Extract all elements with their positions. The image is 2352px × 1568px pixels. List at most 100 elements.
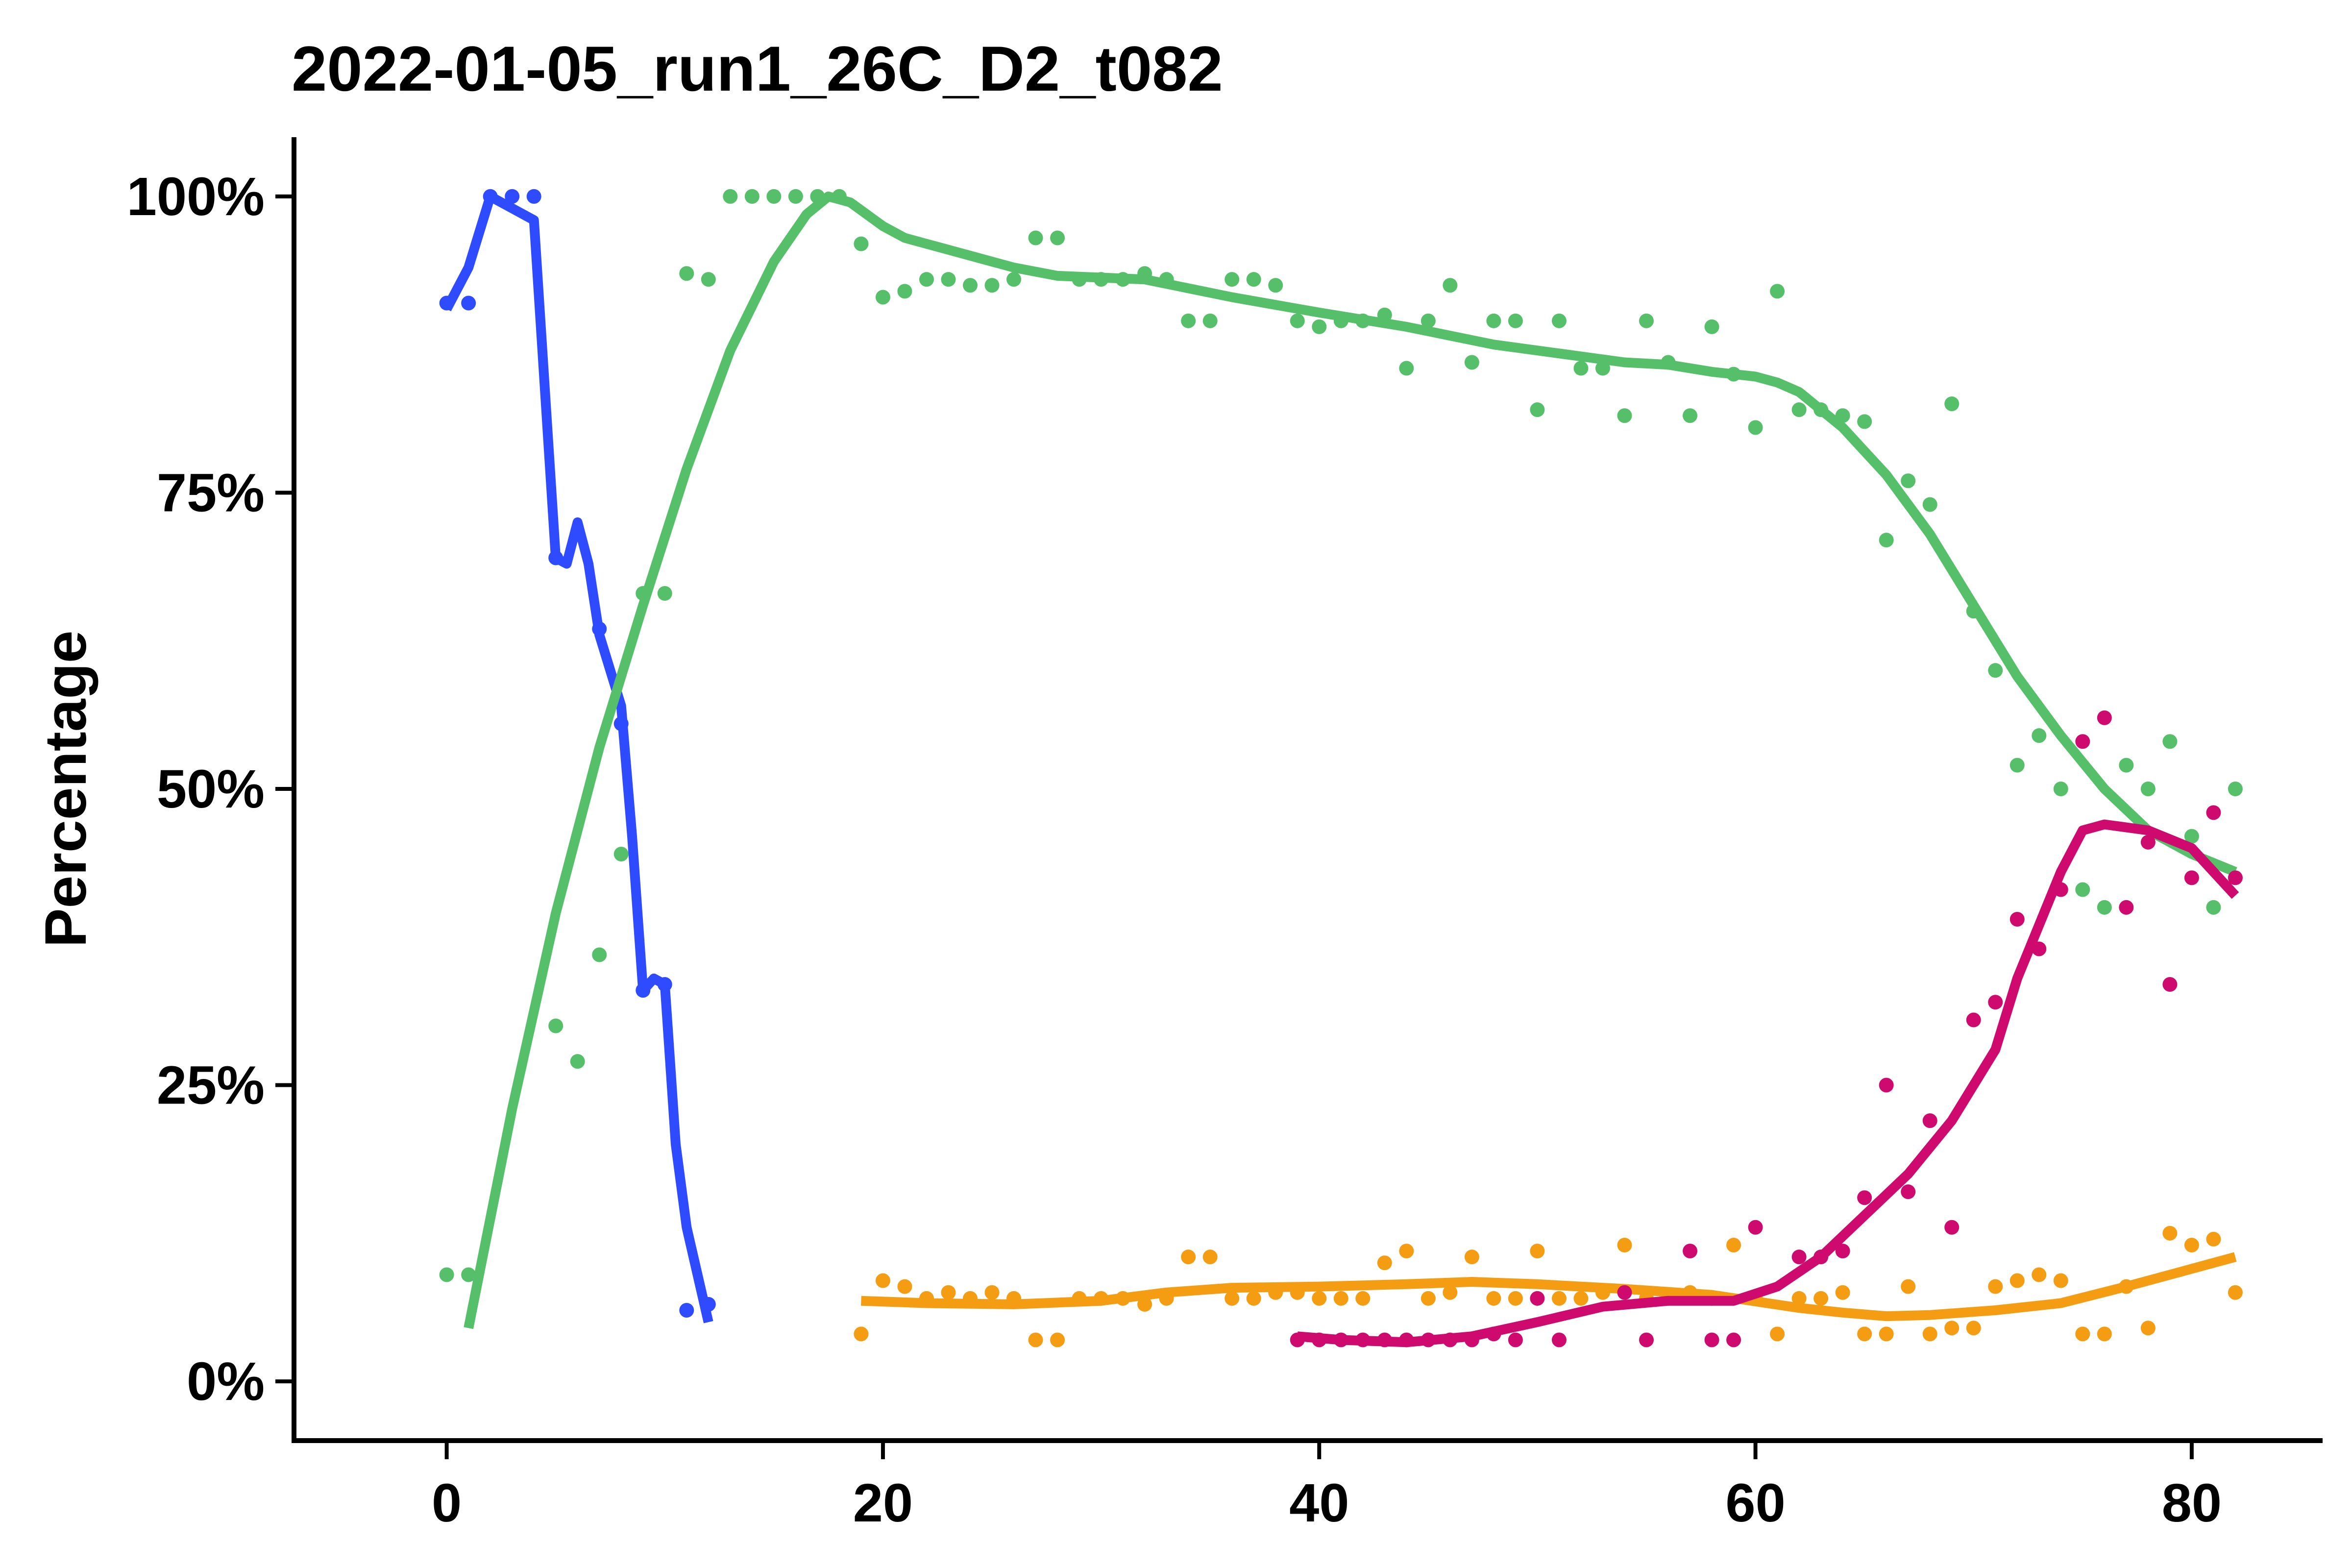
data-point [1443,1285,1458,1300]
series-trend-line [1297,819,2239,1348]
data-point [854,236,869,251]
data-point [984,1285,1000,1300]
data-point [2184,829,2199,844]
data-point [657,586,672,601]
data-point [897,284,912,299]
data-point [1791,402,1807,417]
series-1 [439,189,2243,1329]
data-point [1573,1291,1589,1306]
series-2 [854,1225,2243,1348]
data-point [1050,230,1065,245]
data-point [1835,1244,1850,1259]
data-point [2075,1326,2090,1342]
data-point [1421,313,1436,328]
data-point [788,189,803,204]
data-point [1246,272,1261,287]
data-point [1006,272,1022,287]
y-tick-label: 100% [127,167,265,227]
data-point [1530,402,1545,417]
data-point [439,1267,454,1282]
data-point [1944,1220,1960,1235]
data-point [1922,1113,1937,1128]
series-trend-line [442,191,713,1323]
chart-title: 2022-01-05_run1_26C_D2_t082 [292,33,1223,104]
data-point [1333,1291,1348,1306]
data-point [1551,1332,1567,1348]
data-point [2097,1326,2112,1342]
data-point [1988,663,2003,678]
data-point [1181,313,1196,328]
data-point [2140,834,2156,850]
data-point [1944,396,1960,412]
data-point [679,266,694,281]
data-point [1551,313,1567,328]
data-point [2119,900,2134,915]
data-point [2053,1273,2068,1288]
data-point [1683,408,1698,423]
data-point [2162,734,2178,749]
y-tick-label: 0% [187,1351,265,1412]
y-tick-label: 25% [157,1055,265,1116]
data-point [1486,1291,1501,1306]
y-tick-label: 50% [157,759,265,819]
data-point [1508,1291,1523,1306]
data-point [1530,1244,1545,1259]
data-point [461,1267,476,1282]
data-point [613,847,629,861]
data-point [1944,1321,1960,1336]
data-point [1922,1326,1937,1342]
data-point [1966,1321,1981,1336]
data-point [1639,313,1654,328]
data-point [1464,1250,1479,1265]
data-point [1028,1332,1043,1348]
data-point [1922,497,1937,512]
data-point [1704,319,1719,334]
x-tick-label: 0 [432,1473,462,1533]
series-trend-line [464,191,2237,1329]
data-point [2162,977,2178,992]
data-point [1770,284,1785,299]
data-point [2119,758,2134,773]
data-point [2075,734,2090,749]
data-point [1791,1250,1807,1265]
data-point [1202,1250,1218,1265]
data-point [766,189,782,204]
data-point [1028,230,1043,245]
data-point [1290,313,1305,328]
data-point [1464,355,1479,370]
data-point [1355,1291,1371,1306]
x-tick-label: 20 [853,1473,913,1533]
data-point [2009,1273,2025,1288]
y-axis-ticks: 0% 25% 50% 75% 100% [127,167,294,1412]
data-point [1639,1332,1654,1348]
data-point [1704,1332,1719,1348]
series-layer [439,189,2243,1348]
data-point [2009,912,2025,927]
data-point [1966,1012,1981,1028]
data-point [1879,1326,1894,1342]
data-point [2228,1285,2243,1300]
data-point [1748,1220,1763,1235]
data-point [1857,1326,1872,1342]
series-0 [439,189,716,1323]
data-point [984,278,1000,293]
data-point [854,1326,869,1342]
data-point [2206,900,2221,915]
data-point [1726,1238,1741,1252]
data-point [1901,1184,1916,1200]
data-point [1988,995,2003,1010]
data-point [2184,870,2199,885]
data-point [1246,1291,1261,1306]
data-point [2206,1231,2221,1247]
data-point [1857,1190,1872,1205]
data-point [1530,1291,1545,1306]
series-trend-line [861,1252,2237,1322]
data-point [1813,1291,1829,1306]
data-point [1770,1326,1785,1342]
data-point [2162,1225,2178,1241]
data-point [1202,313,1218,328]
series-3 [1290,710,2243,1348]
data-point [1050,1332,1065,1348]
data-point [2097,900,2112,915]
